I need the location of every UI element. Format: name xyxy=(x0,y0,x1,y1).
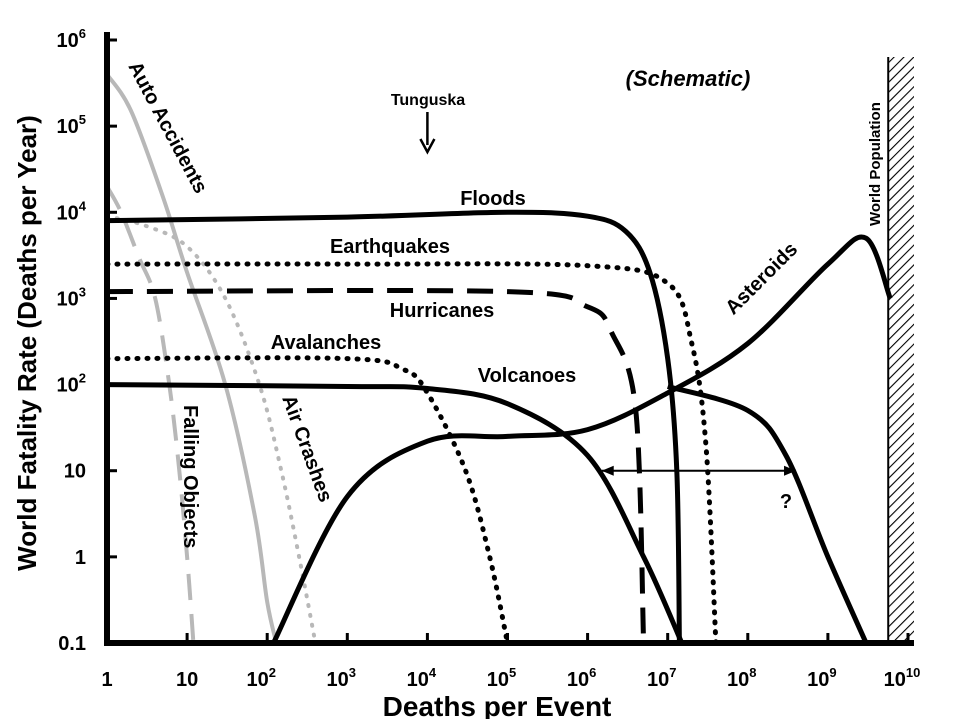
series-earthquakes xyxy=(104,261,719,646)
world-population-band xyxy=(888,57,914,643)
series-avalanches xyxy=(104,355,510,646)
y-axis-label: World Fatality Rate (Deaths per Year) xyxy=(12,115,42,571)
y-tick-label: 105 xyxy=(57,112,86,138)
x-tick-label: 103 xyxy=(327,665,356,691)
range-arrow-left-head xyxy=(601,465,614,476)
x-tick-label: 105 xyxy=(487,665,516,691)
y-tick-label: 102 xyxy=(57,371,86,397)
series-auto-accidents xyxy=(105,73,279,644)
x-tick-label: 104 xyxy=(407,665,437,691)
label-volcanoes: Volcanoes xyxy=(478,365,577,387)
label-falling-objects: Falling Objects xyxy=(179,405,201,548)
y-tick-label: 0.1 xyxy=(58,633,86,655)
label-world-population: World Population xyxy=(867,102,884,226)
x-tick-label: 1010 xyxy=(884,665,921,691)
labels: Deaths per Event World Fatality Rate (De… xyxy=(12,58,884,719)
label-tunguska: Tunguska xyxy=(391,92,465,109)
series-layer xyxy=(104,73,893,646)
series-air-crashes xyxy=(105,214,318,645)
axes xyxy=(104,32,914,646)
x-tick-label: 102 xyxy=(246,665,275,691)
label-question-mark: ? xyxy=(780,491,792,513)
label-floods: Floods xyxy=(460,188,526,210)
x-tick-label: 109 xyxy=(807,665,836,691)
ticks: 1 10 102 103 104 105 106 107 108 109 1010 0.1 1 10 102… xyxy=(57,26,921,691)
x-axis-label: Deaths per Event xyxy=(383,691,612,719)
label-hurricanes: Hurricanes xyxy=(390,300,495,322)
label-earthquakes: Earthquakes xyxy=(330,236,450,258)
x-tick-label: 1 xyxy=(101,669,112,691)
series-floods xyxy=(106,209,682,644)
y-tick-label: 103 xyxy=(57,284,86,310)
world-population-hatch xyxy=(887,57,914,643)
series-hurricanes xyxy=(106,287,647,644)
schematic-note: (Schematic) xyxy=(626,66,751,91)
x-tick-label: 106 xyxy=(567,665,596,691)
x-tick-label: 108 xyxy=(727,665,756,691)
label-asteroids: Asteroids xyxy=(721,238,802,319)
series-asteroids-lower xyxy=(666,384,869,645)
y-tick-label: 106 xyxy=(57,26,86,52)
label-avalanches: Avalanches xyxy=(271,332,381,354)
tunguska-arrow-head xyxy=(419,138,436,155)
range-arrow-right-head xyxy=(784,465,797,476)
y-tick-label: 104 xyxy=(57,198,87,224)
x-tick-label: 10 xyxy=(176,669,198,691)
x-tick-label: 107 xyxy=(647,665,676,691)
series-asteroids xyxy=(271,234,893,645)
y-tick-label: 10 xyxy=(64,461,86,483)
y-tick-label: 1 xyxy=(75,547,86,569)
series-volcanoes xyxy=(106,382,685,645)
